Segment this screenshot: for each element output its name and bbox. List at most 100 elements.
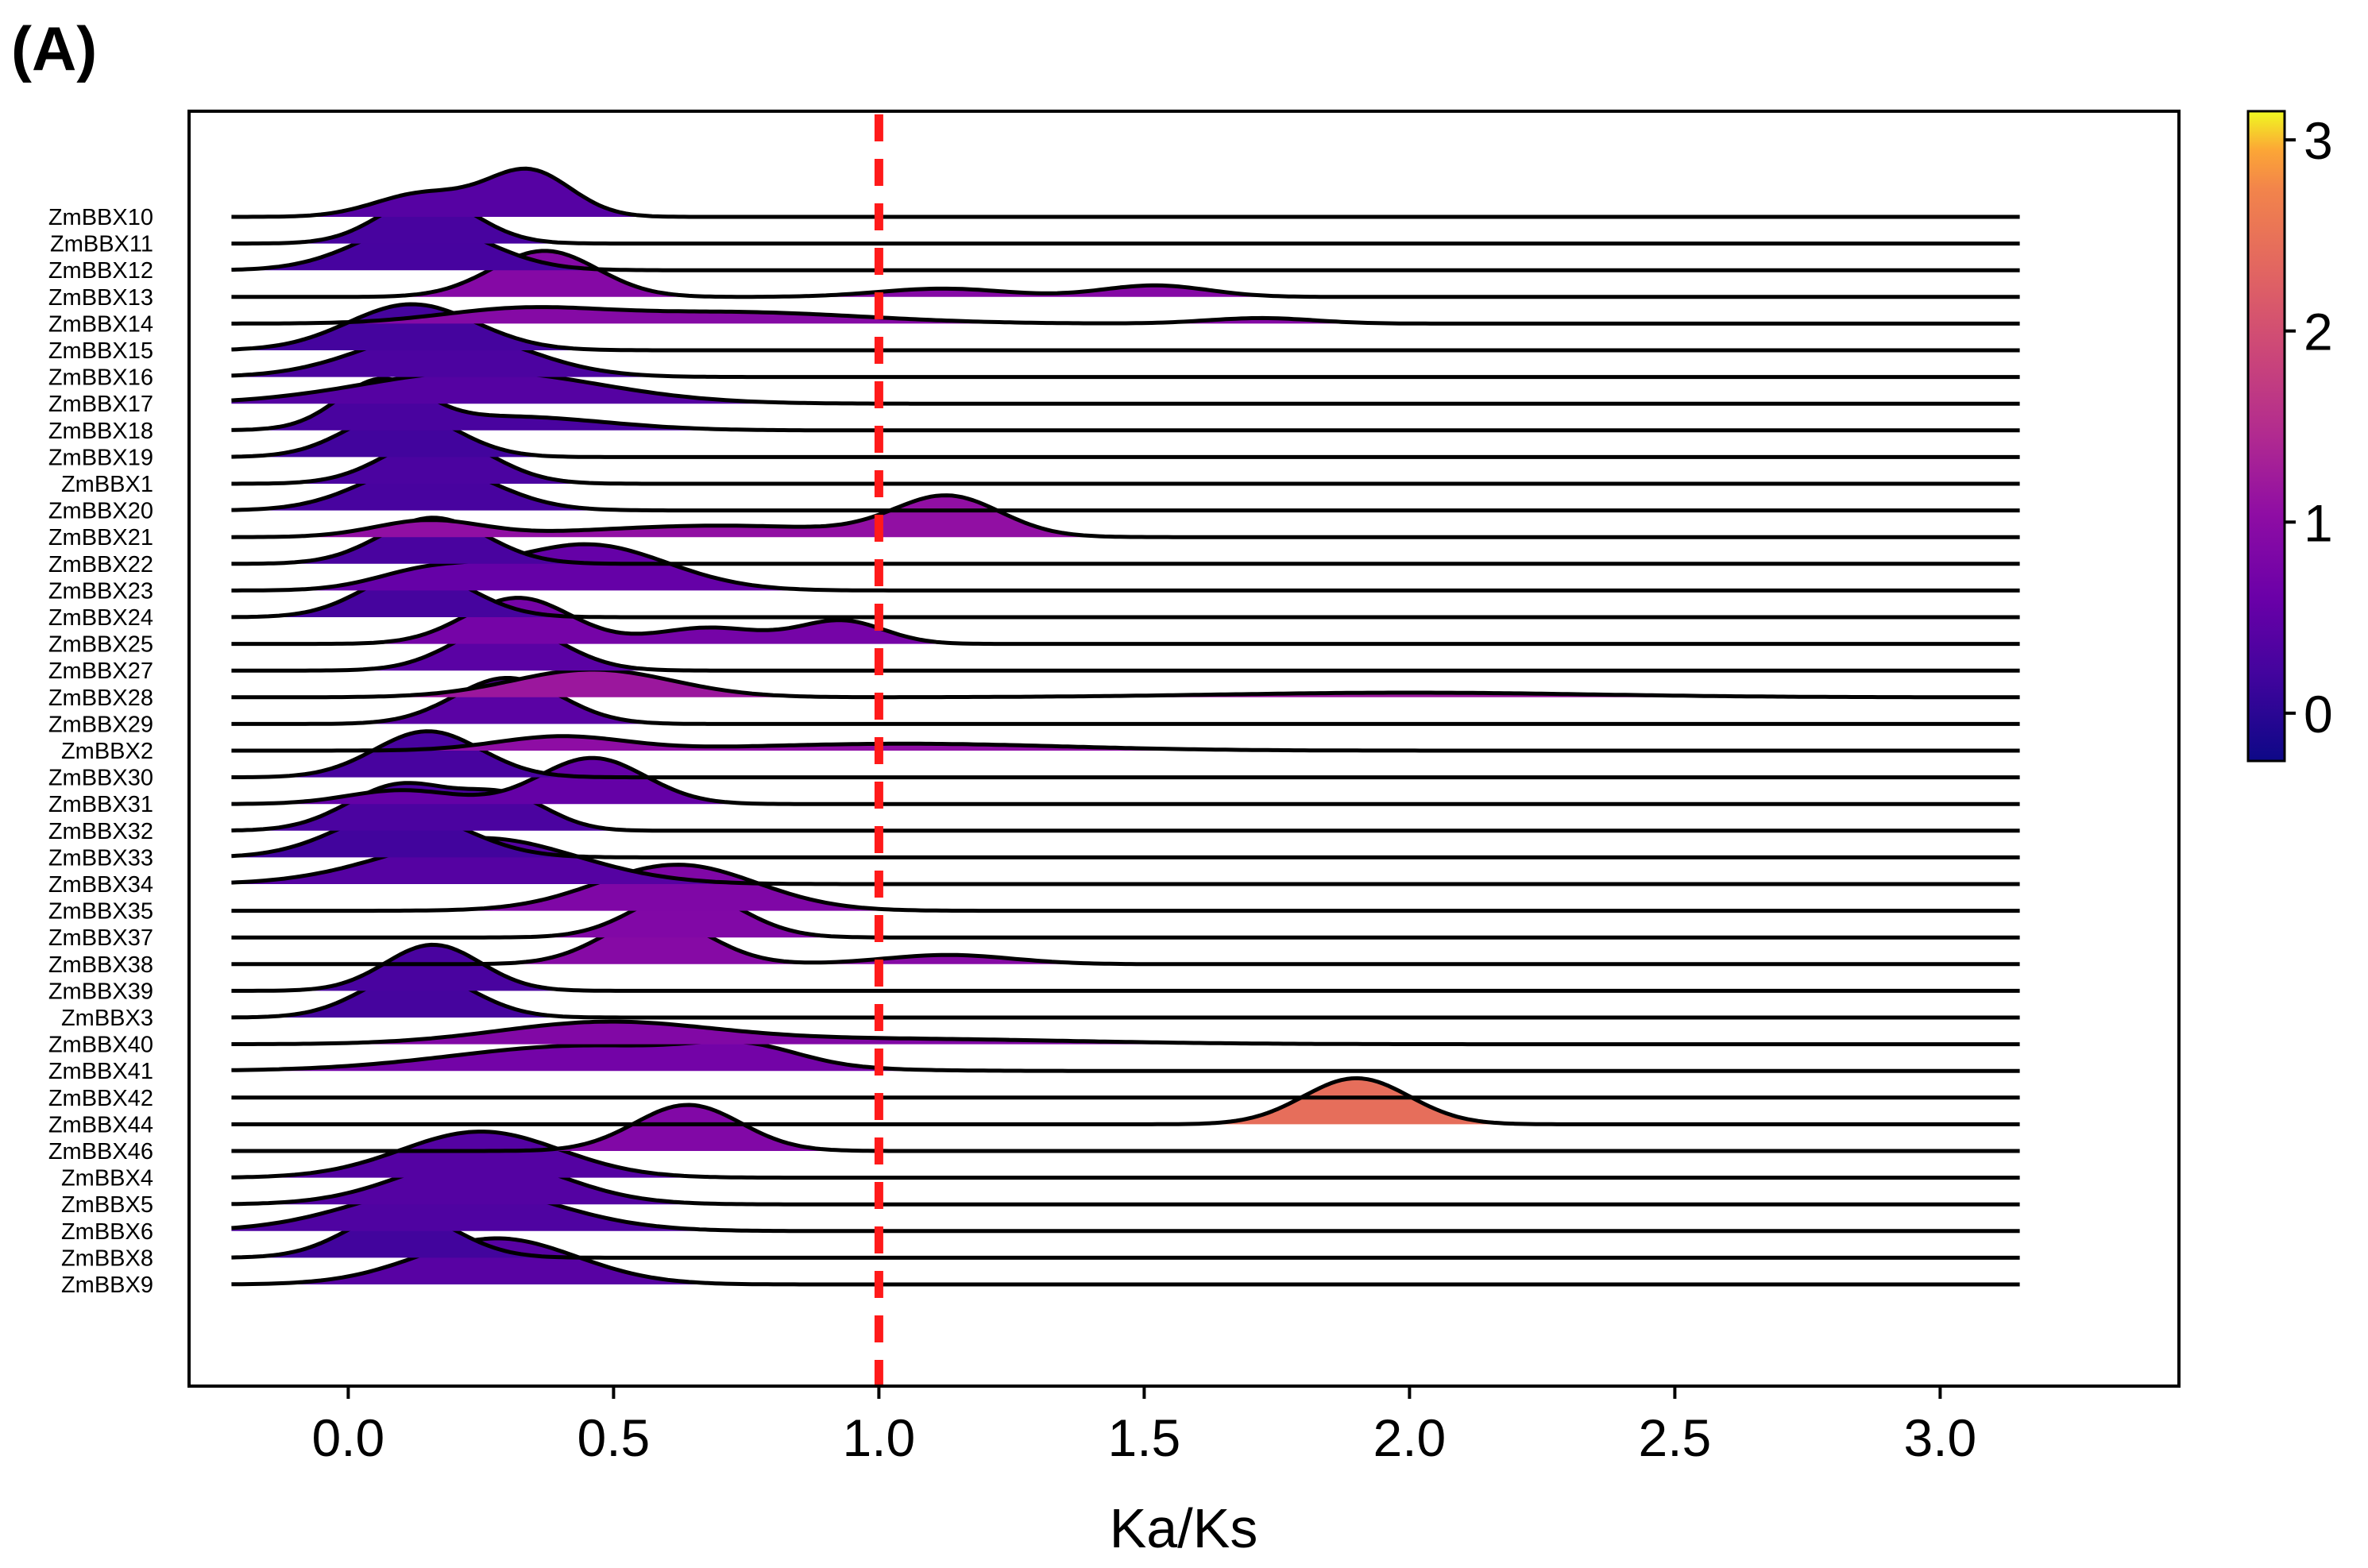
ridge-fill	[231, 731, 2020, 778]
colorbar	[2246, 110, 2286, 763]
ridge-outline	[231, 195, 2020, 246]
ridge	[231, 1130, 2020, 1180]
gene-label: ZmBBX27	[48, 658, 153, 684]
ridge	[231, 542, 2020, 593]
gene-label: ZmBBX23	[48, 578, 153, 604]
gene-label: ZmBBX11	[50, 232, 153, 257]
ridge-fill	[231, 1131, 2020, 1178]
ridge-outline	[231, 1130, 2020, 1180]
ridge-outline	[231, 889, 2020, 940]
x-tick-label: 1.0	[843, 1408, 916, 1467]
ridge-fill	[231, 917, 2020, 964]
gene-label: ZmBBX46	[48, 1139, 153, 1164]
ridge-fill	[231, 544, 2020, 591]
ridge-outline	[231, 569, 2020, 620]
ridge-outline	[231, 377, 2020, 433]
ridge-outline	[231, 166, 2020, 219]
colorbar-tick-label: 2	[2304, 303, 2333, 361]
ridge-outline	[231, 1019, 2020, 1047]
gene-label: ZmBBX38	[48, 952, 153, 978]
gene-label: ZmBBX39	[48, 979, 153, 1004]
ridge	[231, 729, 2020, 780]
ridge-fill	[231, 678, 2020, 724]
ridge	[231, 493, 2020, 539]
gene-label: ZmBBX16	[48, 365, 153, 391]
gene-label: ZmBBX8	[61, 1246, 153, 1271]
ridge	[231, 755, 2020, 806]
gene-label: ZmBBX32	[48, 819, 153, 844]
gene-label: ZmBBX31	[48, 792, 153, 817]
panel-label: (A)	[11, 14, 97, 83]
ridge	[231, 836, 2020, 886]
gene-label: ZmBBX19	[48, 445, 153, 470]
ridge-outline	[231, 302, 2020, 353]
gene-label: ZmBBX37	[48, 925, 153, 951]
gene-label: ZmBBX24	[48, 605, 153, 631]
gene-label: ZmBBX3	[61, 1006, 153, 1031]
ridge-fill	[231, 1158, 2020, 1205]
ridge-fill	[231, 438, 2020, 484]
ridge-fill	[231, 670, 2020, 697]
gene-label: ZmBBX29	[48, 712, 153, 737]
colorbar-tick-label: 3	[2304, 111, 2333, 170]
colorbar-tick-label: 0	[2304, 685, 2333, 743]
ridge	[231, 916, 2020, 967]
gene-labels-group: ZmBBX9ZmBBX8ZmBBX6ZmBBX5ZmBBX4ZmBBX46ZmB…	[48, 205, 153, 1298]
ridge-outline	[231, 542, 2020, 593]
gene-label: ZmBBX2	[61, 739, 153, 764]
ridge	[231, 889, 2020, 940]
gene-label: ZmBBX6	[61, 1219, 153, 1245]
ridge-outline	[231, 435, 2020, 486]
x-tick-label: 2.0	[1373, 1408, 1447, 1467]
gene-label: ZmBBX18	[48, 419, 153, 444]
ridge	[231, 1019, 2020, 1047]
ridge-outline	[231, 969, 2020, 1020]
x-tick-label: 0.5	[578, 1408, 651, 1467]
ridge-outline	[231, 916, 2020, 967]
x-axis-label: Ka/Ks	[1110, 1497, 1258, 1559]
ridges-group	[231, 166, 2020, 1287]
x-tick-label: 3.0	[1904, 1408, 1977, 1467]
ridge	[231, 1103, 2020, 1153]
gene-label: ZmBBX12	[48, 258, 153, 284]
gene-label: ZmBBX21	[48, 525, 153, 550]
gene-label: ZmBBX34	[48, 872, 153, 898]
ridge-fill	[231, 1184, 2020, 1231]
ridge-outline	[231, 942, 2020, 993]
gene-label: ZmBBX42	[48, 1086, 153, 1111]
ridge-outline	[231, 1039, 2020, 1073]
ridge-fill	[231, 1022, 2020, 1045]
ridge	[231, 863, 2020, 913]
ridge-outline	[231, 755, 2020, 806]
ridge	[231, 166, 2020, 219]
gene-label: ZmBBX4	[61, 1166, 153, 1191]
ridge-fill	[231, 371, 2020, 404]
ridge-outline	[231, 1076, 2020, 1126]
gene-label: ZmBBX17	[48, 392, 153, 417]
gene-label: ZmBBX20	[48, 499, 153, 524]
ridge-fill	[231, 864, 2020, 911]
ridge-outline	[231, 729, 2020, 780]
gene-label: ZmBBX14	[48, 311, 153, 337]
gene-label: ZmBBX30	[48, 766, 153, 791]
ridge-fill	[231, 1078, 2020, 1125]
ridge	[231, 734, 2020, 753]
x-tick-label: 0.0	[312, 1408, 385, 1467]
gene-label: ZmBBX15	[48, 338, 153, 364]
gene-label: ZmBBX44	[48, 1112, 153, 1137]
ridge-outline	[231, 305, 2020, 326]
ridge	[231, 1076, 2020, 1126]
gene-label: ZmBBX33	[48, 845, 153, 871]
ridge	[231, 667, 2020, 700]
x-axis-ticks: 0.0 0.5 1.0 1.5 2.0 2.5 3.0	[312, 1386, 1977, 1467]
ridge-outline	[231, 1236, 2020, 1287]
ridge-fill	[231, 1041, 2020, 1072]
gene-label: ZmBBX5	[61, 1192, 153, 1218]
ridge-fill	[231, 1238, 2020, 1284]
plot-frame	[187, 110, 2181, 1388]
ridge-outline	[231, 863, 2020, 913]
ridge-fill	[231, 891, 2020, 938]
ridge	[231, 249, 2020, 299]
ridge	[231, 435, 2020, 486]
